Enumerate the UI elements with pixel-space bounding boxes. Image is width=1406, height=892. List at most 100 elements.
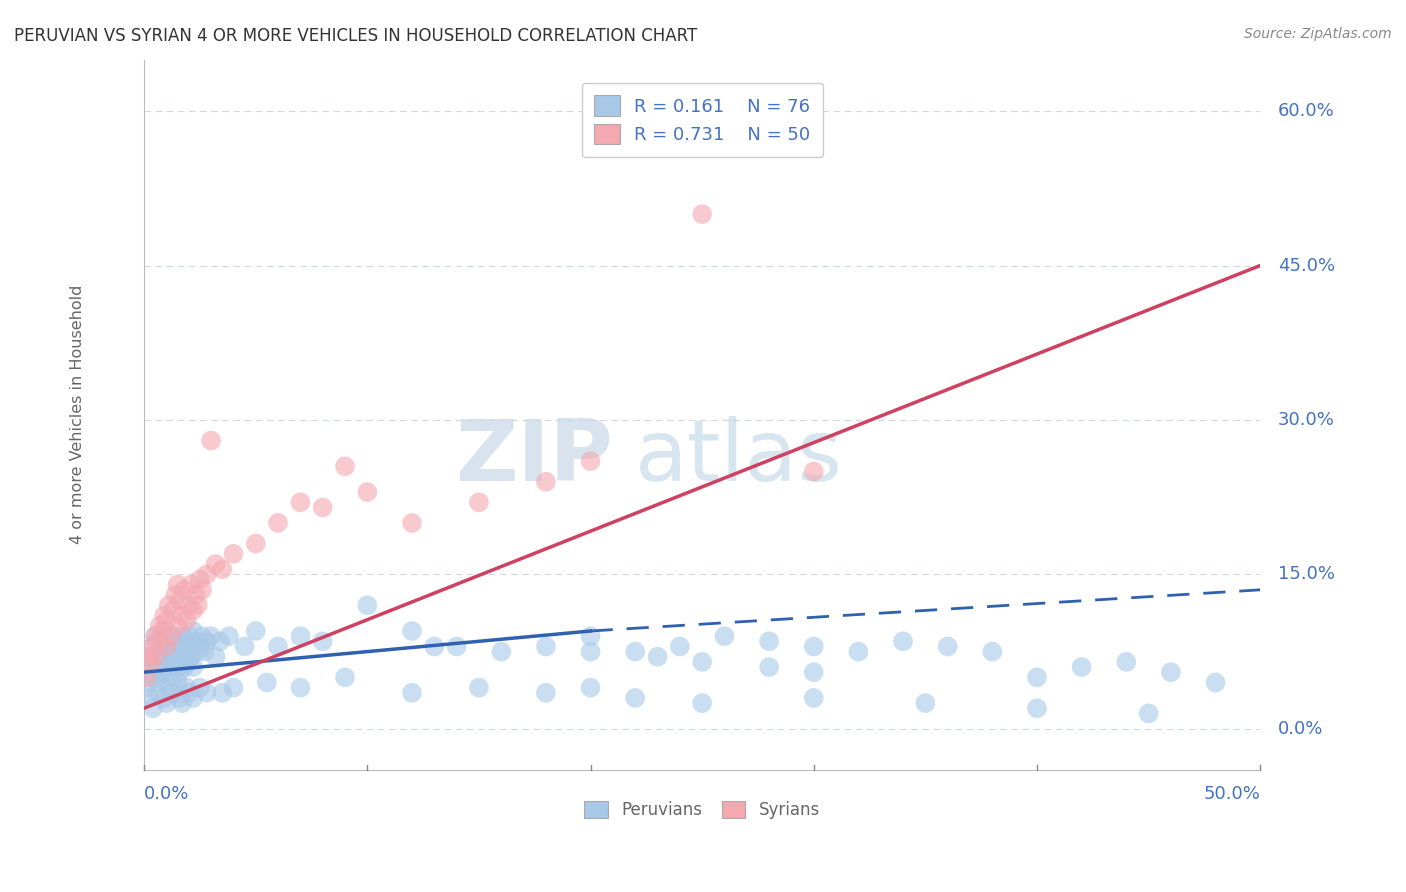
Text: 30.0%: 30.0% <box>1278 411 1334 429</box>
Point <box>333 459 356 474</box>
Point <box>177 686 200 700</box>
Point <box>195 686 218 700</box>
Point <box>803 465 825 479</box>
Point <box>149 675 172 690</box>
Point <box>143 629 166 643</box>
Point <box>848 644 870 658</box>
Point <box>155 649 177 664</box>
Point <box>157 681 180 695</box>
Point <box>914 696 936 710</box>
Text: Source: ZipAtlas.com: Source: ZipAtlas.com <box>1244 27 1392 41</box>
Point <box>169 644 191 658</box>
Point <box>1026 670 1049 684</box>
Point <box>177 599 200 613</box>
Point <box>256 675 278 690</box>
Text: 4 or more Vehicles in Household: 4 or more Vehicles in Household <box>70 285 84 544</box>
Legend: Peruvians, Syrians: Peruvians, Syrians <box>578 794 827 826</box>
Point <box>170 696 193 710</box>
Point <box>166 675 188 690</box>
Point <box>149 644 172 658</box>
Text: PERUVIAN VS SYRIAN 4 OR MORE VEHICLES IN HOUSEHOLD CORRELATION CHART: PERUVIAN VS SYRIAN 4 OR MORE VEHICLES IN… <box>14 27 697 45</box>
Point <box>669 640 692 654</box>
Point <box>157 660 180 674</box>
Point <box>803 640 825 654</box>
Point <box>191 582 214 597</box>
Point <box>1160 665 1182 680</box>
Point <box>173 582 195 597</box>
Point <box>170 608 193 623</box>
Point <box>891 634 914 648</box>
Text: 60.0%: 60.0% <box>1278 102 1334 120</box>
Point <box>356 599 378 613</box>
Point <box>184 634 207 648</box>
Text: 45.0%: 45.0% <box>1278 257 1336 275</box>
Text: 0.0%: 0.0% <box>145 786 190 804</box>
Point <box>204 649 226 664</box>
Point <box>150 624 173 638</box>
Point <box>579 454 602 468</box>
Point <box>146 634 169 648</box>
Point <box>173 640 195 654</box>
Point <box>146 686 169 700</box>
Point <box>138 649 160 664</box>
Point <box>180 577 202 591</box>
Point <box>690 655 713 669</box>
Point <box>290 629 312 643</box>
Point <box>534 640 557 654</box>
Point <box>180 649 202 664</box>
Point <box>162 603 184 617</box>
Point <box>138 649 160 664</box>
Point <box>162 655 184 669</box>
Point <box>200 434 222 448</box>
Point <box>245 624 267 638</box>
Text: ZIP: ZIP <box>456 416 613 499</box>
Point <box>155 624 177 638</box>
Point <box>1026 701 1049 715</box>
Point <box>177 629 200 643</box>
Point <box>142 640 165 654</box>
Point <box>1070 660 1092 674</box>
Point <box>180 640 202 654</box>
Point <box>1205 675 1227 690</box>
Point <box>162 686 184 700</box>
Point <box>187 599 209 613</box>
Point <box>166 660 188 674</box>
Point <box>153 608 176 623</box>
Point <box>173 660 195 674</box>
Point <box>155 614 177 628</box>
Point <box>135 681 157 695</box>
Point <box>160 670 183 684</box>
Point <box>245 536 267 550</box>
Point <box>139 655 162 669</box>
Point <box>803 690 825 705</box>
Point <box>187 644 209 658</box>
Point <box>290 495 312 509</box>
Point <box>157 640 180 654</box>
Point <box>579 644 602 658</box>
Text: atlas: atlas <box>636 416 844 499</box>
Point <box>138 690 160 705</box>
Point <box>312 634 335 648</box>
Point <box>218 629 240 643</box>
Point <box>181 624 204 638</box>
Point <box>150 640 173 654</box>
Point <box>181 660 204 674</box>
Point <box>579 681 602 695</box>
Point <box>195 567 218 582</box>
Point <box>401 686 423 700</box>
Point <box>193 644 215 658</box>
Point <box>333 670 356 684</box>
Point <box>758 660 780 674</box>
Point <box>200 629 222 643</box>
Point <box>166 619 188 633</box>
Point <box>222 681 245 695</box>
Point <box>713 629 735 643</box>
Text: 50.0%: 50.0% <box>1204 786 1260 804</box>
Point <box>143 670 166 684</box>
Point <box>139 655 162 669</box>
Point <box>758 634 780 648</box>
Point <box>165 634 187 648</box>
Point <box>624 644 647 658</box>
Point <box>468 681 491 695</box>
Point <box>491 644 513 658</box>
